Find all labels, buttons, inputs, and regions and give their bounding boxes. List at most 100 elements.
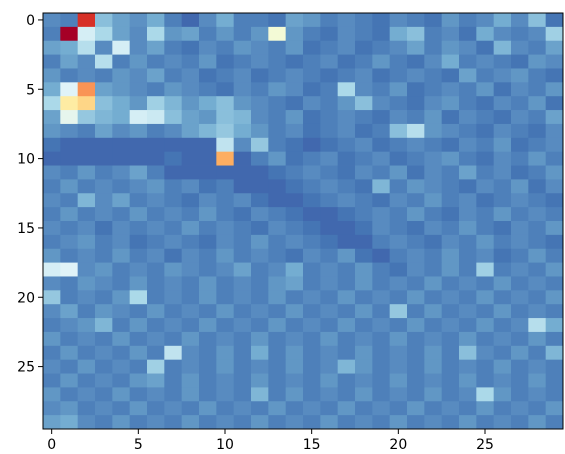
heatmap-cell	[164, 68, 183, 83]
heatmap-cell	[129, 248, 148, 263]
heatmap-cell	[60, 345, 79, 361]
heatmap-cell	[476, 331, 495, 347]
heatmap-cell	[493, 318, 512, 333]
heatmap-cell	[233, 26, 252, 42]
heatmap-cell	[441, 331, 460, 347]
heatmap-cell	[389, 123, 408, 139]
heatmap-cell	[476, 151, 495, 166]
heatmap-cell	[164, 221, 183, 236]
heatmap-cell	[95, 331, 113, 347]
heatmap-cell	[199, 82, 217, 97]
heatmap-cell	[43, 137, 61, 153]
heatmap-cell	[355, 234, 373, 250]
heatmap-cell	[268, 234, 287, 250]
heatmap-cell	[545, 207, 564, 222]
heatmap-cell	[251, 54, 269, 69]
heatmap-cell	[493, 207, 512, 222]
heatmap-cell	[407, 262, 425, 277]
heatmap-cell	[164, 318, 183, 333]
heatmap-cell	[43, 96, 61, 111]
heatmap-cell	[164, 248, 183, 263]
heatmap-cell	[216, 179, 235, 194]
heatmap-cell	[441, 262, 460, 277]
heatmap-cell	[424, 54, 443, 69]
heatmap-cell	[233, 262, 252, 277]
heatmap-cell	[285, 82, 304, 97]
heatmap-cell	[407, 234, 425, 250]
heatmap-cell	[199, 234, 217, 250]
heatmap-cell	[476, 123, 495, 139]
heatmap-cell	[303, 13, 321, 28]
heatmap-cell	[372, 82, 391, 97]
heatmap-cell	[407, 359, 425, 374]
heatmap-cell	[268, 40, 287, 55]
heatmap-cell	[407, 387, 425, 402]
heatmap-cell	[459, 248, 477, 263]
heatmap-cell	[233, 165, 252, 180]
heatmap-cell	[545, 26, 564, 42]
heatmap-cell	[129, 179, 148, 194]
heatmap-cell	[181, 137, 200, 153]
y-tick-label: 0	[26, 13, 35, 29]
heatmap-cell	[372, 359, 391, 374]
heatmap-cell	[355, 276, 373, 291]
heatmap-cell	[268, 221, 287, 236]
heatmap-cell	[233, 290, 252, 305]
heatmap-cell	[528, 248, 547, 263]
heatmap-cell	[407, 373, 425, 388]
heatmap-cell	[320, 96, 339, 111]
heatmap-cell	[337, 13, 356, 28]
heatmap-cell	[441, 359, 460, 374]
heatmap-cell	[285, 40, 304, 55]
heatmap-cell	[303, 359, 321, 374]
heatmap-cell	[216, 276, 235, 291]
heatmap-cell	[285, 290, 304, 305]
heatmap-cell	[268, 248, 287, 263]
heatmap-cell	[199, 373, 217, 388]
heatmap-cell	[268, 82, 287, 97]
heatmap-cell	[216, 123, 235, 139]
heatmap-cell	[511, 262, 529, 277]
heatmap-cell	[441, 26, 460, 42]
heatmap-cell	[303, 373, 321, 388]
heatmap-cell	[112, 221, 131, 236]
heatmap-cell	[181, 68, 200, 83]
heatmap-cell	[268, 123, 287, 139]
heatmap-cell	[459, 318, 477, 333]
x-tick-label: 5	[134, 437, 143, 449]
heatmap-cell	[285, 387, 304, 402]
heatmap-cell	[199, 137, 217, 153]
heatmap-cell	[216, 193, 235, 208]
heatmap-cell	[268, 165, 287, 180]
heatmap-cell	[164, 26, 183, 42]
heatmap-cell	[528, 151, 547, 166]
heatmap-cell	[337, 373, 356, 388]
heatmap-cell	[216, 137, 235, 153]
heatmap-cell	[372, 234, 391, 250]
heatmap-cell	[389, 193, 408, 208]
heatmap-cell	[77, 151, 96, 166]
heatmap-cell	[511, 110, 529, 125]
heatmap-cell	[372, 179, 391, 194]
heatmap-cell	[528, 13, 547, 28]
heatmap-cell	[233, 345, 252, 361]
heatmap-cell	[528, 68, 547, 83]
heatmap-cell	[355, 165, 373, 180]
heatmap-cell	[95, 193, 113, 208]
heatmap-cell	[459, 401, 477, 416]
heatmap-cell	[511, 221, 529, 236]
heatmap-cell	[95, 304, 113, 319]
heatmap-cell	[199, 151, 217, 166]
heatmap-cell	[545, 68, 564, 83]
heatmap-cell	[199, 13, 217, 28]
heatmap-cell	[320, 290, 339, 305]
heatmap-cell	[268, 179, 287, 194]
heatmap-cell	[459, 290, 477, 305]
heatmap-cell	[199, 262, 217, 277]
heatmap-cell	[147, 290, 165, 305]
heatmap-cell	[268, 359, 287, 374]
heatmap-cell	[476, 110, 495, 125]
heatmap-cell	[251, 276, 269, 291]
heatmap-cell	[251, 318, 269, 333]
heatmap-cell	[199, 318, 217, 333]
